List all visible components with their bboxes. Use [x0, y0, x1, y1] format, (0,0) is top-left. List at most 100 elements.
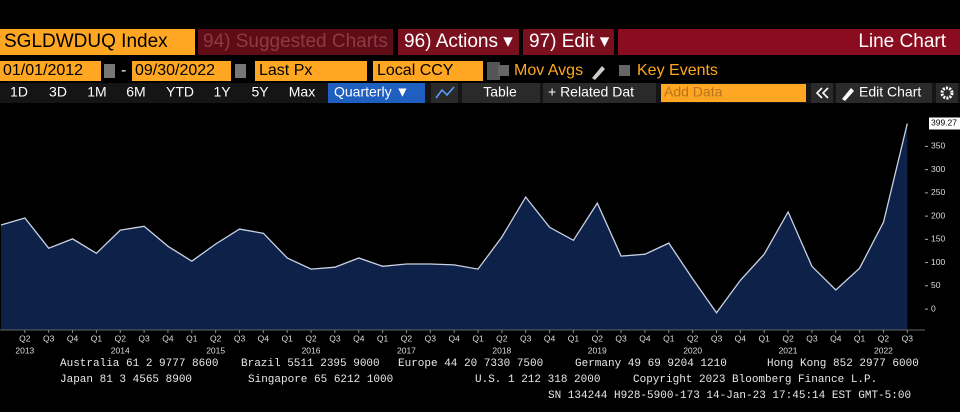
range-button[interactable]: 6M [126, 84, 145, 100]
footer-text: U.S. 1 212 318 2000 [475, 374, 600, 386]
x-tick-label: Q1 [568, 333, 580, 343]
checkbox[interactable] [498, 65, 509, 76]
area [1, 123, 908, 330]
x-tick-label: Q4 [258, 333, 270, 343]
footer-text: Japan 81 3 4565 8900 [60, 374, 192, 386]
x-tick-label: Q3 [234, 333, 246, 343]
range-button[interactable]: YTD [166, 84, 194, 100]
key-events: Key Events [637, 62, 718, 79]
footer-text: Europe 44 20 7330 7500 [398, 358, 543, 370]
year-label: 2013 [15, 345, 34, 355]
range-button[interactable]: 1Y [213, 84, 231, 100]
x-tick-label: Q2 [19, 333, 31, 343]
x-tick-label: Q1 [472, 333, 484, 343]
range-button[interactable]: 1D [10, 84, 28, 100]
chart-icon [435, 86, 455, 99]
x-tick-label: Q3 [711, 333, 723, 343]
x-tick-label: Q1 [282, 333, 294, 343]
year-label: 2021 [779, 345, 798, 355]
x-tick-label: Q3 [615, 333, 627, 343]
range-button[interactable]: 5Y [251, 84, 269, 100]
y-tick-label: 150 [931, 234, 945, 244]
year-label: 2020 [683, 345, 702, 355]
year-label: 2018 [492, 345, 511, 355]
range-button[interactable]: Max [289, 84, 315, 100]
x-tick-label: Q2 [878, 333, 890, 343]
footer-text: SN 134244 H928-5900-173 14-Jan-23 17:45:… [548, 390, 911, 402]
range-button[interactable]: 3D [49, 84, 67, 100]
edit-chart-button[interactable] [836, 83, 932, 103]
y-tick-label: 0 [931, 303, 936, 313]
x-tick-label: Q4 [735, 333, 747, 343]
edit-button[interactable] [523, 29, 614, 55]
x-tick-label: Q2 [782, 333, 794, 343]
x-tick-label: Q4 [830, 333, 842, 343]
footer-text: Copyright 2023 Bloomberg Finance L.P. [633, 374, 877, 386]
dropdown[interactable] [487, 62, 500, 80]
footer-text: Germany 49 69 9204 1210 [575, 358, 727, 370]
settings-button[interactable] [936, 83, 958, 103]
calendar-icon[interactable] [104, 64, 115, 78]
x-tick-label: Q2 [496, 333, 508, 343]
x-tick-label: Q1 [91, 333, 103, 343]
x-tick-label: Q4 [544, 333, 556, 343]
footer-text: Brazil 5511 2395 9000 [241, 358, 380, 370]
checkbox[interactable] [619, 65, 630, 76]
last-value-label: 399.27 [931, 118, 957, 128]
end-date-box[interactable] [132, 61, 231, 81]
mov-avgs: Mov Avgs [514, 62, 583, 79]
period-button[interactable] [328, 83, 425, 103]
line [0, 123, 908, 314]
x-tick-label: Q3 [329, 333, 341, 343]
year-label: 2019 [588, 345, 607, 355]
field-box[interactable] [255, 61, 367, 81]
related: + Related Dat [548, 84, 634, 100]
last-value-box [929, 117, 960, 130]
suggested-button[interactable] [198, 29, 393, 55]
x-tick-label: Q1 [377, 333, 389, 343]
x-tick-label: Q3 [425, 333, 437, 343]
x-tick-label: Q1 [186, 333, 198, 343]
start-date-box[interactable] [0, 61, 101, 81]
currency: Local CCY [377, 62, 454, 79]
y-tick-label: 200 [931, 210, 945, 220]
chart-kind: Line Chart [858, 31, 946, 52]
actions-button[interactable] [398, 29, 519, 55]
footer-text: Australia 61 2 9777 8600 [60, 358, 218, 370]
end-date: 09/30/2022 [135, 62, 215, 79]
x-tick-label: Q1 [854, 333, 866, 343]
gear-icon [940, 86, 954, 100]
y-tick-label: 300 [931, 164, 945, 174]
currency-box[interactable] [373, 61, 483, 81]
x-tick-label: Q3 [520, 333, 532, 343]
x-tick-label: Q4 [448, 333, 460, 343]
separator: - [121, 62, 126, 79]
range-button[interactable]: 1M [87, 84, 106, 100]
y-tick-label: 250 [931, 187, 945, 197]
calendar-icon[interactable] [235, 64, 246, 78]
period: Quarterly ▼ [334, 84, 409, 100]
footer: Australia 61 2 9777 8600 Brazil 5511 2395… [60, 358, 919, 402]
year-label: 2017 [397, 345, 416, 355]
x-tick-label: Q4 [162, 333, 174, 343]
y-tick-label: 50 [931, 280, 941, 290]
add-data-input[interactable] [661, 84, 806, 102]
edit-chart: Edit Chart [859, 84, 921, 100]
title-bar [618, 29, 960, 55]
ticker-box[interactable] [0, 29, 195, 55]
x-tick-label: Q3 [43, 333, 55, 343]
x-tick-label: Q2 [210, 333, 222, 343]
x-tick-label: Q1 [663, 333, 675, 343]
table-button[interactable] [462, 83, 540, 103]
suggested: 94) Suggested Charts [203, 31, 388, 52]
x-tick-label: Q3 [138, 333, 150, 343]
year-label: 2015 [206, 345, 225, 355]
x-tick-label: Q4 [353, 333, 365, 343]
related-button[interactable] [543, 83, 656, 103]
pencil-icon [842, 88, 854, 101]
footer-text: Hong Kong 852 2977 6000 [767, 358, 919, 370]
x-tick-label: Q3 [902, 333, 914, 343]
x-tick-label: Q3 [806, 333, 818, 343]
field: Last Px [259, 62, 312, 79]
